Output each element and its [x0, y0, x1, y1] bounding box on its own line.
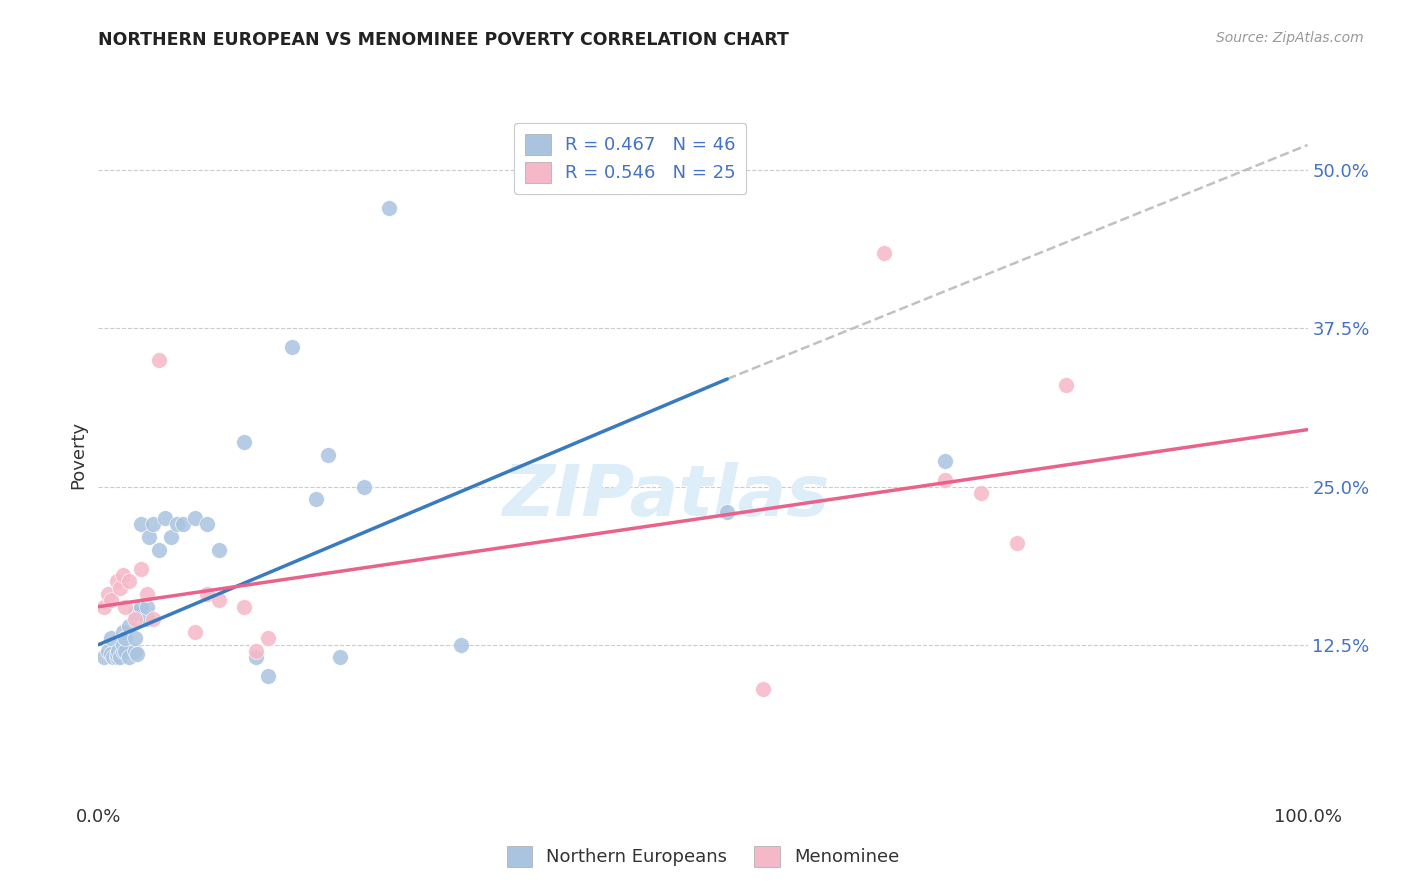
Point: [934, 454, 956, 468]
Point: [245, 650, 267, 665]
Point: [93, 599, 115, 614]
Point: [101, 650, 124, 665]
Point: [114, 599, 136, 614]
Point: [184, 511, 207, 525]
Point: [124, 644, 146, 658]
Point: [934, 473, 956, 487]
Point: [1054, 378, 1077, 392]
Point: [316, 448, 339, 462]
Point: [873, 245, 896, 260]
Point: [100, 632, 122, 646]
Point: [135, 612, 157, 626]
Point: [256, 669, 278, 683]
Point: [135, 599, 157, 614]
Point: [129, 517, 152, 532]
Point: [329, 650, 352, 665]
Point: [970, 486, 993, 500]
Point: [100, 647, 122, 661]
Point: [111, 568, 134, 582]
Point: [153, 511, 176, 525]
Point: [377, 201, 399, 215]
Point: [142, 612, 165, 626]
Point: [107, 644, 129, 658]
Point: [93, 650, 115, 665]
Text: Source: ZipAtlas.com: Source: ZipAtlas.com: [1216, 31, 1364, 45]
Point: [450, 638, 472, 652]
Point: [305, 492, 328, 507]
Legend: R = 0.467   N = 46, R = 0.546   N = 25: R = 0.467 N = 46, R = 0.546 N = 25: [515, 123, 747, 194]
Point: [108, 650, 131, 665]
Point: [716, 505, 738, 519]
Point: [148, 353, 170, 368]
Point: [172, 517, 194, 532]
Point: [124, 606, 146, 620]
Point: [118, 618, 141, 632]
Point: [148, 542, 170, 557]
Point: [752, 681, 775, 696]
Point: [138, 530, 160, 544]
Text: NORTHERN EUROPEAN VS MENOMINEE POVERTY CORRELATION CHART: NORTHERN EUROPEAN VS MENOMINEE POVERTY C…: [98, 31, 789, 49]
Point: [353, 479, 375, 493]
Point: [256, 632, 278, 646]
Point: [195, 517, 218, 532]
Point: [114, 644, 136, 658]
Point: [195, 587, 218, 601]
Point: [208, 593, 231, 607]
Point: [124, 632, 146, 646]
Point: [281, 340, 304, 354]
Point: [105, 647, 128, 661]
Point: [105, 574, 128, 589]
Point: [166, 517, 188, 532]
Point: [142, 517, 165, 532]
Point: [1007, 536, 1029, 550]
Point: [124, 612, 146, 626]
Point: [232, 435, 254, 450]
Point: [108, 581, 131, 595]
Point: [105, 650, 128, 665]
Point: [135, 587, 157, 601]
Point: [232, 599, 254, 614]
Point: [129, 599, 152, 614]
Point: [111, 644, 134, 658]
Point: [127, 647, 149, 661]
Point: [118, 650, 141, 665]
Point: [97, 644, 120, 658]
Point: [184, 625, 207, 640]
Point: [118, 574, 141, 589]
Point: [100, 593, 122, 607]
Point: [97, 587, 120, 601]
Point: [129, 562, 152, 576]
Point: [111, 638, 134, 652]
Point: [245, 644, 267, 658]
Text: ZIPatlas: ZIPatlas: [503, 462, 831, 531]
Legend: Northern Europeans, Menominee: Northern Europeans, Menominee: [499, 838, 907, 874]
Point: [114, 632, 136, 646]
Point: [111, 625, 134, 640]
Point: [208, 542, 231, 557]
Y-axis label: Poverty: Poverty: [69, 421, 87, 489]
Point: [160, 530, 183, 544]
